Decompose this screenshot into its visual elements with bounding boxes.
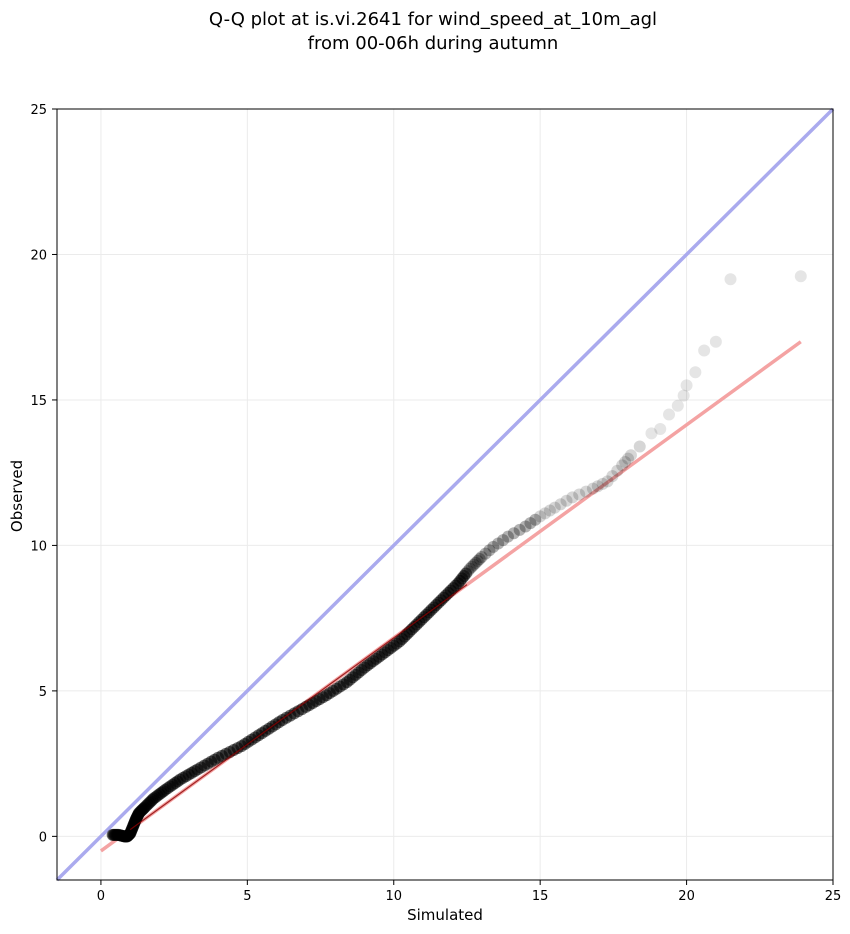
quantile-point xyxy=(501,530,514,543)
quantile-point xyxy=(601,475,614,488)
quantile-point xyxy=(622,452,635,465)
quantile-point xyxy=(689,366,702,379)
quantile-point xyxy=(624,449,637,462)
quantile-point xyxy=(524,517,537,530)
quantile-point xyxy=(586,482,599,495)
quantile-point xyxy=(467,558,480,571)
quantile-point xyxy=(560,494,573,507)
quantile-point xyxy=(473,552,486,565)
x-tick-label: 25 xyxy=(825,889,842,904)
x-tick-label: 0 xyxy=(97,889,105,904)
quantile-point xyxy=(529,513,542,526)
quantile-point xyxy=(497,534,510,547)
quantile-point xyxy=(671,399,684,412)
quantile-point xyxy=(461,565,474,578)
quantile-point xyxy=(606,470,619,483)
quantile-point xyxy=(645,427,658,440)
y-tick-label: 20 xyxy=(30,248,47,263)
quantile-point xyxy=(519,520,532,533)
x-tick-label: 15 xyxy=(532,889,549,904)
quantile-point xyxy=(548,501,561,514)
quantile-point xyxy=(463,562,476,575)
quantile-point xyxy=(479,547,492,560)
quantile-points xyxy=(106,270,807,843)
quantile-point xyxy=(554,498,567,511)
quantile-point xyxy=(492,537,505,550)
identity-line xyxy=(55,107,835,882)
plot-area-frame xyxy=(56,108,834,881)
quantile-point xyxy=(507,527,520,540)
quantile-point xyxy=(580,485,593,498)
quantile-point xyxy=(534,510,547,523)
chart-title-line-1: Q-Q plot at is.vi.2641 for wind_speed_at… xyxy=(209,9,657,30)
quantile-point xyxy=(616,459,629,472)
x-tick-label: 20 xyxy=(678,889,695,904)
fit-line-core xyxy=(129,584,468,831)
quantile-point xyxy=(513,523,526,536)
quantile-point xyxy=(591,480,604,493)
quantile-point xyxy=(633,440,646,453)
quantile-point xyxy=(596,477,609,490)
y-tick-label: 10 xyxy=(30,539,47,554)
quantile-point xyxy=(794,270,807,283)
y-tick-label: 25 xyxy=(30,103,47,118)
x-tick-label: 10 xyxy=(385,889,402,904)
quantile-point xyxy=(475,551,488,564)
quantile-point xyxy=(663,408,676,421)
y-tick-label: 15 xyxy=(30,394,47,409)
quantile-point xyxy=(680,379,693,392)
quantile-point xyxy=(483,544,496,557)
quantile-point xyxy=(724,273,737,286)
y-axis-label: Observed xyxy=(8,460,26,532)
quantile-point xyxy=(619,456,632,469)
quantile-point xyxy=(654,423,667,436)
quantile-point xyxy=(469,556,482,569)
quantile-point xyxy=(459,567,472,580)
quantile-point xyxy=(611,464,624,477)
chart-title-line-2: from 00-06h during autumn xyxy=(308,33,559,54)
quantile-point xyxy=(573,488,586,501)
y-tick-label: 5 xyxy=(39,685,47,700)
quantile-point xyxy=(465,560,478,573)
x-axis-label: Simulated xyxy=(407,906,483,924)
reference-lines xyxy=(55,107,835,882)
quantile-point xyxy=(471,554,484,567)
quantile-point xyxy=(539,507,552,520)
axis-ticks: 0 5 10 15 20 25 0 5 10 15 20 25 xyxy=(30,103,841,904)
quantile-point xyxy=(487,540,500,553)
quantile-point xyxy=(709,335,722,348)
quantile-point xyxy=(566,491,579,504)
x-tick-label: 5 xyxy=(243,889,251,904)
quantile-point xyxy=(698,344,711,357)
quantile-point xyxy=(677,389,690,402)
quantile-point xyxy=(543,504,556,517)
y-tick-label: 0 xyxy=(39,830,47,845)
